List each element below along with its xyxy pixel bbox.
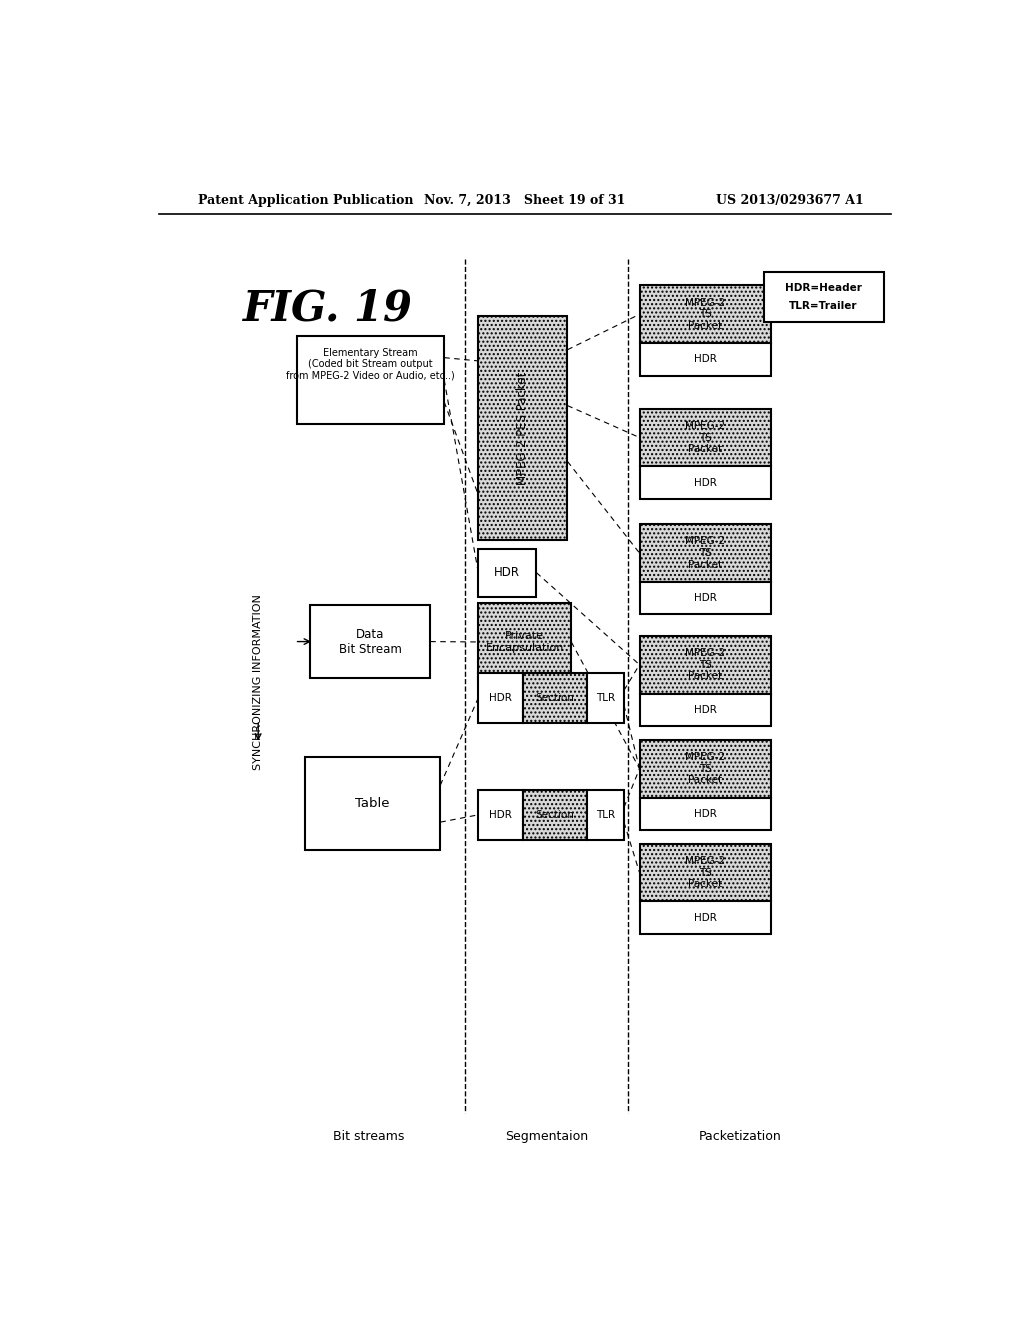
Text: MPEG-2
TS
Packet: MPEG-2 TS Packet <box>685 298 725 331</box>
Text: SYNCHRONIZING INFORMATION: SYNCHRONIZING INFORMATION <box>253 594 263 770</box>
Text: Section: Section <box>536 810 574 820</box>
Text: FIG. 19: FIG. 19 <box>243 288 413 330</box>
Text: Data
Bit Stream: Data Bit Stream <box>339 627 401 656</box>
Bar <box>478 549 537 597</box>
Text: HDR: HDR <box>694 912 717 923</box>
Text: HDR: HDR <box>694 705 717 714</box>
Bar <box>640 843 771 902</box>
Text: Segmentaion: Segmentaion <box>505 1130 588 1143</box>
Text: MPEG-2
TS
Packet: MPEG-2 TS Packet <box>685 536 725 570</box>
Text: MPEG-2
TS
Packet: MPEG-2 TS Packet <box>685 855 725 890</box>
Bar <box>640 797 771 830</box>
Bar <box>478 673 523 723</box>
Bar <box>587 673 624 723</box>
Bar <box>478 603 571 681</box>
Bar <box>640 466 771 499</box>
Bar <box>305 758 440 850</box>
Bar <box>640 582 771 614</box>
Bar <box>310 605 430 678</box>
Text: TLR=Trailer: TLR=Trailer <box>790 301 858 312</box>
Text: Bit streams: Bit streams <box>333 1130 403 1143</box>
Bar <box>640 409 771 466</box>
Text: Elementary Stream
(Coded bit Stream output
from MPEG-2 Video or Audio, etc..): Elementary Stream (Coded bit Stream outp… <box>286 347 455 381</box>
Text: MPEG-2
TS
Packet: MPEG-2 TS Packet <box>685 648 725 681</box>
Bar <box>640 524 771 582</box>
Text: HDR: HDR <box>489 810 512 820</box>
Text: HDR: HDR <box>694 478 717 487</box>
Bar <box>587 789 624 840</box>
Bar <box>523 673 587 723</box>
Bar <box>478 317 567 540</box>
Text: MPEG-2
TS
Packet: MPEG-2 TS Packet <box>685 752 725 785</box>
Text: US 2013/0293677 A1: US 2013/0293677 A1 <box>717 194 864 207</box>
Text: TLR: TLR <box>596 810 615 820</box>
Text: Patent Application Publication: Patent Application Publication <box>198 194 414 207</box>
Text: HDR: HDR <box>694 593 717 603</box>
Bar <box>640 693 771 726</box>
Text: HDR: HDR <box>495 566 520 579</box>
Text: Private
Encapsulation: Private Encapsulation <box>485 631 564 653</box>
Bar <box>764 272 884 322</box>
Text: Nov. 7, 2013   Sheet 19 of 31: Nov. 7, 2013 Sheet 19 of 31 <box>424 194 626 207</box>
Text: MPEG-2 PES Packet: MPEG-2 PES Packet <box>516 371 529 484</box>
Text: HDR=Header: HDR=Header <box>785 284 862 293</box>
Bar <box>297 335 444 424</box>
Bar <box>640 739 771 797</box>
Bar <box>640 285 771 343</box>
Text: HDR: HDR <box>489 693 512 702</box>
Text: HDR: HDR <box>694 354 717 364</box>
Bar <box>523 789 587 840</box>
Text: TLR: TLR <box>596 693 615 702</box>
Text: Table: Table <box>355 797 390 810</box>
Text: Packetization: Packetization <box>698 1130 781 1143</box>
Bar <box>478 789 523 840</box>
Bar <box>640 902 771 933</box>
Text: MPEG-2
TS
Packet: MPEG-2 TS Packet <box>685 421 725 454</box>
Bar <box>640 636 771 693</box>
Text: HDR: HDR <box>694 809 717 818</box>
Text: Section: Section <box>536 693 574 702</box>
Bar <box>640 343 771 376</box>
